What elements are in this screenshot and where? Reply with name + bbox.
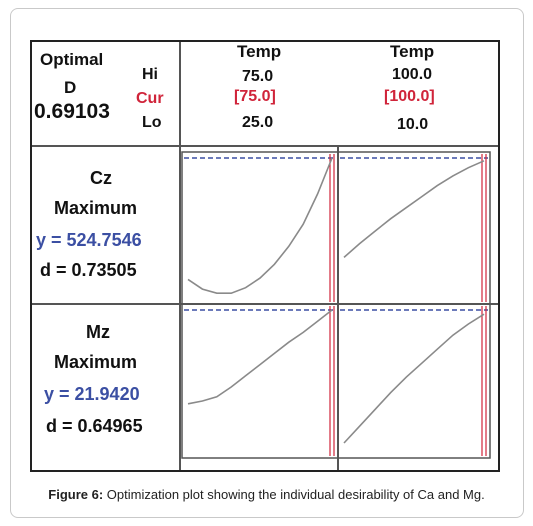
- response-2-d: d = 0.64965: [46, 416, 143, 436]
- d-value: 0.69103: [34, 100, 110, 123]
- response-1-goal: Maximum: [54, 198, 138, 218]
- factor-2-name: Temp: [390, 42, 435, 61]
- factor-2-hi: 100.0: [392, 66, 433, 83]
- hi-label: Hi: [142, 66, 158, 83]
- plot-panels: [32, 42, 498, 470]
- optimal-label: Optimal: [40, 50, 104, 69]
- factor-1-cur: [75.0]: [234, 88, 276, 105]
- caption-text: Optimization plot showing the individual…: [106, 487, 485, 502]
- factor-1-lo: 25.0: [242, 114, 274, 131]
- response-1-name: Cz: [90, 168, 112, 188]
- curve-cz-f1: [187, 157, 333, 294]
- caption-label: Figure 6:: [48, 487, 104, 502]
- response-2-y: y = 21.9420: [44, 384, 140, 404]
- plot-area-border: [181, 151, 491, 459]
- curve-mz-f2: [343, 313, 485, 444]
- response-2-goal: Maximum: [54, 352, 138, 372]
- optimization-plot: Optimal D 0.69103 Hi Cur Lo Temp 75.0 [7…: [30, 40, 500, 472]
- response-1-d: d = 0.73505: [40, 260, 137, 280]
- factor-2-lo: 10.0: [397, 116, 429, 133]
- response-1-y: y = 524.7546: [36, 230, 142, 250]
- figure-caption: Figure 6: Optimization plot showing the …: [0, 487, 533, 502]
- factor-1-name: Temp: [237, 42, 282, 61]
- cur-label: Cur: [136, 90, 164, 107]
- d-label: D: [64, 78, 77, 97]
- lo-label: Lo: [142, 114, 162, 131]
- curve-mz-f1: [187, 309, 333, 405]
- factor-2-cur: [100.0]: [384, 88, 435, 105]
- curve-cz-f2: [343, 160, 485, 258]
- response-2-name: Mz: [86, 322, 110, 342]
- factor-1-hi: 75.0: [242, 68, 274, 85]
